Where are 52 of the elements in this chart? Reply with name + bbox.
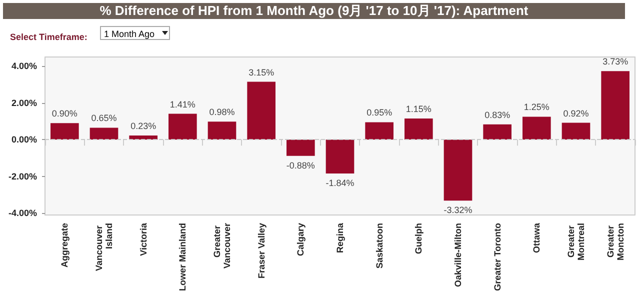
bar — [562, 122, 590, 140]
x-tick-label: Oakville-Milton — [453, 223, 463, 288]
x-tick-label: Lower Mainland — [178, 223, 188, 292]
bar — [326, 140, 354, 174]
x-tick-label: Aggregate — [60, 223, 70, 268]
bar — [208, 122, 236, 140]
bar — [404, 118, 433, 140]
bar — [601, 71, 630, 140]
data-label: 3.15% — [248, 67, 274, 78]
y-tick-label: 0.00% — [11, 134, 37, 145]
data-label: 0.65% — [91, 113, 117, 124]
data-label: 0.92% — [563, 108, 589, 118]
x-tick-label: Calgary — [296, 223, 306, 256]
data-label: -3.32% — [444, 205, 472, 216]
data-label: 1.25% — [524, 102, 550, 112]
data-label: 1.41% — [170, 99, 196, 110]
bar — [247, 82, 276, 140]
x-tick-label: Greater Toronto — [492, 222, 502, 291]
y-tick-label: -4.00% — [8, 208, 37, 218]
data-label: -0.88% — [286, 160, 315, 170]
x-tick-label: Greater Moncton — [605, 223, 626, 260]
chart-title: % Difference of HPI from 1 Month Ago (9月 '17 to 10月 '17): Apartment — [3, 3, 625, 19]
text: 1 Month Ago — [100, 26, 170, 40]
x-tick-label: Vancouver Island — [94, 223, 114, 272]
x-tick-label: Regina — [335, 222, 345, 254]
data-label: 0.83% — [484, 110, 510, 120]
bar — [483, 124, 512, 140]
data-label: 0.98% — [209, 107, 235, 118]
data-label: 1.15% — [406, 104, 432, 114]
x-tick-label: Saskatoon — [374, 223, 384, 269]
data-label: -1.84% — [326, 178, 354, 188]
bar — [90, 128, 118, 140]
bar — [365, 122, 394, 140]
x-tick-label: Greater Montreal — [566, 223, 586, 261]
bar — [50, 123, 79, 140]
x-tick-label: Ottawa — [532, 222, 542, 254]
y-tick-label: 4.00% — [11, 61, 37, 72]
text: Select Timeframe: — [10, 32, 88, 42]
y-tick-label: 2.00% — [11, 98, 37, 108]
data-label: 0.90% — [52, 108, 78, 119]
data-label: 0.95% — [366, 108, 392, 118]
data-label: 0.23% — [130, 120, 156, 131]
x-tick-label: Greater Vancouver — [212, 222, 232, 269]
y-tick-label: -2.00% — [8, 171, 37, 182]
bar — [168, 114, 197, 140]
x-tick-label: Victoria — [138, 222, 148, 256]
bar — [522, 116, 551, 140]
bar — [444, 140, 472, 201]
x-tick-label: Fraser Valley — [256, 223, 266, 279]
bar — [286, 140, 315, 156]
data-label: 3.73% — [602, 56, 628, 67]
x-tick-label: Guelph — [414, 223, 424, 254]
